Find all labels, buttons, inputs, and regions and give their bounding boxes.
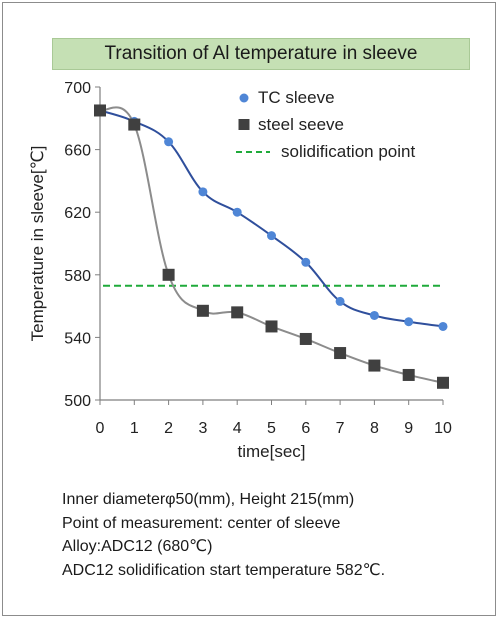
x-tick-label: 8 bbox=[370, 420, 379, 437]
y-axis-label: Temperature in sleeve[℃] bbox=[28, 146, 47, 342]
note-line: Point of measurement: center of sleeve bbox=[62, 514, 341, 532]
data-point bbox=[164, 137, 174, 147]
data-point bbox=[94, 104, 106, 117]
y-tick-label: 580 bbox=[64, 268, 91, 285]
data-point bbox=[368, 359, 381, 372]
figure-frame bbox=[2, 2, 496, 616]
note-line: ADC12 solidification start temperature 5… bbox=[62, 561, 386, 579]
series-line-1 bbox=[99, 106, 444, 384]
y-tick-label: 500 bbox=[64, 393, 91, 410]
data-point bbox=[128, 118, 141, 131]
y-tick-label: 620 bbox=[64, 205, 91, 222]
data-point bbox=[369, 310, 379, 320]
legend-label: steel seeve bbox=[258, 115, 344, 134]
x-axis-label: time[sec] bbox=[237, 442, 305, 461]
x-tick-label: 10 bbox=[434, 420, 452, 437]
x-tick-label: 6 bbox=[301, 420, 310, 437]
legend-label: TC sleeve bbox=[258, 88, 335, 107]
legend-marker bbox=[238, 119, 250, 130]
data-point bbox=[198, 187, 208, 197]
x-tick-label: 0 bbox=[96, 420, 105, 437]
y-tick-label: 540 bbox=[64, 330, 91, 347]
x-tick-label: 2 bbox=[164, 420, 173, 437]
data-point bbox=[437, 376, 449, 389]
note-line: Inner diameterφ50(mm), Height 215(mm) bbox=[62, 491, 355, 508]
chart-title: Transition of Al temperature in sleeve bbox=[52, 38, 470, 70]
x-tick-label: 4 bbox=[233, 420, 242, 437]
legend-marker bbox=[239, 93, 249, 103]
x-tick-label: 5 bbox=[267, 420, 276, 437]
data-point bbox=[301, 257, 311, 267]
data-point bbox=[162, 268, 175, 281]
data-point bbox=[334, 347, 347, 360]
x-tick-label: 1 bbox=[130, 420, 139, 437]
series-markers bbox=[94, 104, 449, 389]
chart-title-text: Transition of Al temperature in sleeve bbox=[104, 43, 418, 64]
legend-label: solidification point bbox=[281, 142, 415, 161]
data-point bbox=[299, 332, 312, 345]
data-point bbox=[231, 306, 244, 319]
data-point bbox=[438, 321, 448, 331]
x-tick-label: 9 bbox=[404, 420, 413, 437]
data-point bbox=[267, 231, 276, 241]
data-point bbox=[196, 304, 209, 317]
y-tick-label: 660 bbox=[64, 143, 91, 160]
data-point bbox=[265, 320, 278, 333]
chart-axes: 500 540 580 620 660 700 0 1 2 3 4 5 6 7 8 9 10 time[sec] T… bbox=[28, 80, 452, 461]
x-tick-label: 3 bbox=[198, 420, 207, 437]
note-line: Alloy:ADC12 (680℃) bbox=[62, 538, 213, 555]
x-tick-label: 7 bbox=[336, 420, 345, 437]
data-point bbox=[335, 296, 345, 306]
chart-legend: TC sleeve steel seeve solidification point bbox=[236, 88, 415, 161]
data-point bbox=[232, 207, 242, 217]
measurement-notes: Inner diameterφ50(mm), Height 215(mm) Po… bbox=[62, 488, 482, 582]
data-point bbox=[402, 368, 415, 381]
data-point bbox=[404, 317, 414, 327]
y-tick-label: 700 bbox=[64, 80, 91, 97]
